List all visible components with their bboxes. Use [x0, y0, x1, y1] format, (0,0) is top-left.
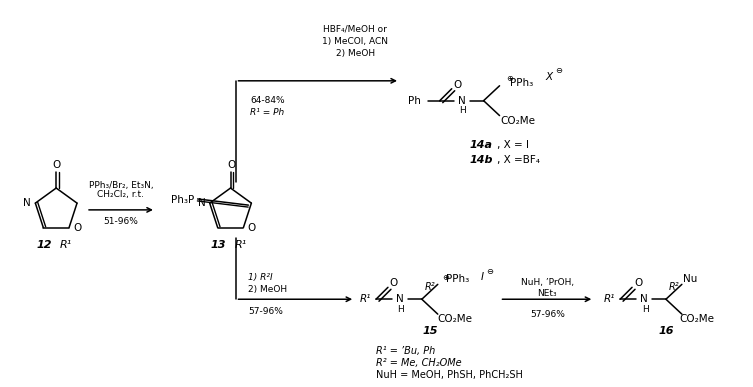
Text: HBF₄/MeOH or: HBF₄/MeOH or — [323, 25, 387, 34]
Text: Ph₃P: Ph₃P — [171, 195, 194, 205]
Text: NEt₃: NEt₃ — [538, 289, 557, 298]
Text: CO₂Me: CO₂Me — [500, 116, 535, 125]
Text: ⊖: ⊖ — [555, 67, 562, 75]
Text: 13: 13 — [211, 240, 227, 250]
Text: R¹: R¹ — [603, 294, 615, 304]
Text: 51-96%: 51-96% — [103, 217, 139, 226]
Text: PPh₃: PPh₃ — [446, 274, 469, 284]
Text: R¹: R¹ — [359, 294, 370, 304]
Text: PPh₃/Br₂, Et₃N,: PPh₃/Br₂, Et₃N, — [89, 181, 154, 190]
Text: 16: 16 — [658, 326, 674, 336]
Text: N: N — [23, 198, 31, 208]
Text: ⊕: ⊕ — [442, 273, 450, 282]
Text: O: O — [227, 160, 236, 170]
Text: 15: 15 — [422, 326, 437, 336]
Text: ⊕: ⊕ — [506, 74, 513, 83]
Text: NuH = MeOH, PhSH, PhCH₂SH: NuH = MeOH, PhSH, PhCH₂SH — [376, 370, 523, 380]
Text: O: O — [247, 223, 255, 233]
Text: R¹: R¹ — [234, 240, 247, 250]
Text: H: H — [459, 106, 466, 115]
Text: O: O — [634, 278, 642, 288]
Text: R¹ = Ph: R¹ = Ph — [251, 108, 285, 117]
Text: NuH, ’PrOH,: NuH, ’PrOH, — [521, 278, 574, 287]
Text: N: N — [396, 294, 404, 304]
Text: I: I — [481, 272, 484, 283]
Text: 1) R²I: 1) R²I — [248, 273, 273, 282]
Text: O: O — [453, 80, 462, 90]
Text: 12: 12 — [36, 240, 52, 250]
Text: H: H — [642, 305, 648, 314]
Text: 14b: 14b — [470, 155, 493, 165]
Text: O: O — [52, 160, 60, 170]
Text: 64-84%: 64-84% — [251, 96, 285, 105]
Text: , X = I: , X = I — [496, 140, 529, 150]
Text: R¹ = ’Bu, Ph: R¹ = ’Bu, Ph — [376, 346, 435, 356]
Text: R² = Me, CH₂OMe: R² = Me, CH₂OMe — [376, 358, 462, 368]
Text: 57-96%: 57-96% — [248, 307, 283, 316]
Text: CO₂Me: CO₂Me — [437, 314, 472, 324]
Text: N: N — [640, 294, 648, 304]
Text: N: N — [458, 96, 465, 106]
Text: O: O — [73, 223, 81, 233]
Text: 14a: 14a — [470, 140, 492, 150]
Text: H: H — [398, 305, 404, 314]
Text: 2) MeOH: 2) MeOH — [336, 48, 375, 58]
Text: R²: R² — [425, 283, 435, 292]
Text: O: O — [390, 278, 398, 288]
Text: , X =BF₄: , X =BF₄ — [496, 155, 540, 165]
Text: X: X — [546, 72, 553, 82]
Text: R²: R² — [669, 283, 679, 292]
Text: Ph: Ph — [408, 96, 421, 106]
Text: 57-96%: 57-96% — [530, 310, 565, 319]
Text: CH₂Cl₂, r.t.: CH₂Cl₂, r.t. — [97, 190, 145, 199]
Text: 2) MeOH: 2) MeOH — [248, 285, 288, 294]
Text: CO₂Me: CO₂Me — [679, 314, 715, 324]
Text: ⊖: ⊖ — [486, 267, 493, 276]
Text: R¹: R¹ — [60, 240, 72, 250]
Text: PPh₃: PPh₃ — [510, 78, 533, 88]
Text: N: N — [198, 198, 206, 208]
Text: Nu: Nu — [683, 274, 697, 284]
Text: 1) MeCOI, ACN: 1) MeCOI, ACN — [322, 37, 388, 46]
